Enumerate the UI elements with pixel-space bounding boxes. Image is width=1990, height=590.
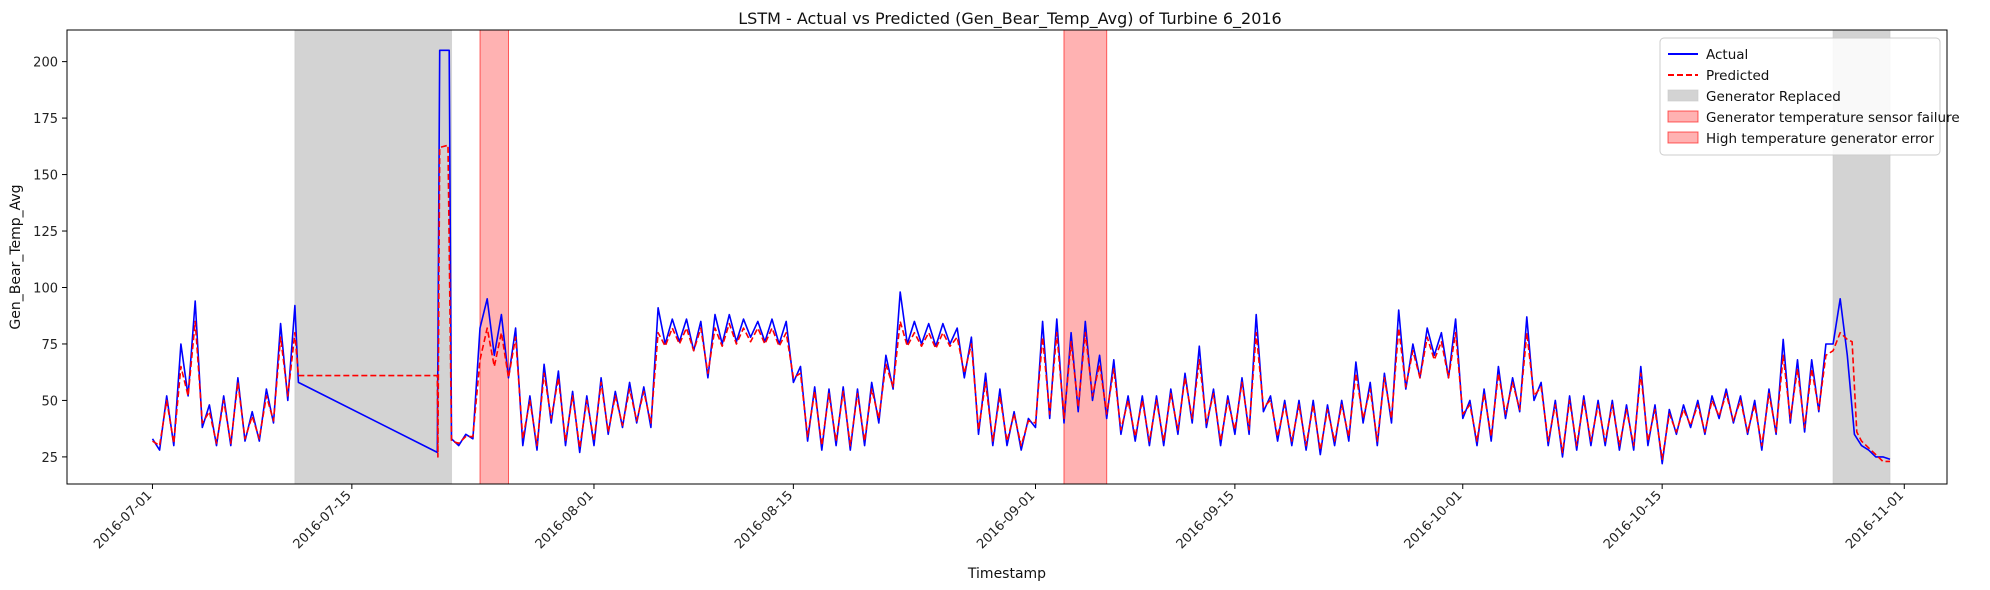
x-tick-label: 2016-11-01 bbox=[1843, 488, 1907, 552]
shaded-region-1 bbox=[479, 29, 510, 485]
y-tick-label: 200 bbox=[33, 56, 58, 71]
legend-label: Generator temperature sensor failure bbox=[1706, 110, 1960, 126]
x-tick-label: 2016-08-15 bbox=[732, 488, 796, 552]
shaded-region-2 bbox=[1063, 29, 1108, 485]
legend-swatch-patch bbox=[1667, 110, 1699, 123]
series-lines bbox=[151, 49, 1891, 465]
x-tick-label: 2016-10-15 bbox=[1601, 488, 1665, 552]
shaded-region-0 bbox=[294, 29, 453, 485]
y-tick-label: 175 bbox=[33, 112, 58, 127]
shaded-regions bbox=[294, 29, 1891, 485]
legend-swatch-patch bbox=[1667, 89, 1699, 102]
x-axis-label: Timestamp bbox=[967, 566, 1046, 582]
y-tick-label: 150 bbox=[33, 169, 58, 184]
y-tick-label: 100 bbox=[33, 281, 58, 296]
legend-label: Actual bbox=[1706, 47, 1748, 63]
legend-label: High temperature generator error bbox=[1706, 131, 1935, 147]
legend-box bbox=[1659, 37, 1941, 156]
legend-label: Predicted bbox=[1706, 68, 1769, 84]
y-axis-label: Gen_Bear_Temp_Avg bbox=[8, 184, 24, 329]
x-tick-label: 2016-10-01 bbox=[1402, 488, 1466, 552]
legend: Actual Predicted Generator Replaced Generat… bbox=[1659, 37, 1960, 156]
x-tick-label: 2016-09-01 bbox=[974, 488, 1038, 552]
y-tick-label: 75 bbox=[41, 338, 58, 353]
y-tick-label: 25 bbox=[41, 451, 58, 466]
x-tick-label: 2016-07-15 bbox=[291, 488, 355, 552]
legend-swatch-patch bbox=[1667, 131, 1699, 144]
plot-frame bbox=[66, 29, 1948, 485]
y-tick-label: 125 bbox=[33, 225, 58, 240]
series-line-predicted bbox=[152, 144, 1890, 463]
x-tick-label: 2016-07-01 bbox=[91, 488, 155, 552]
y-tick-label: 50 bbox=[41, 394, 58, 409]
x-tick-label: 2016-09-15 bbox=[1174, 488, 1238, 552]
legend-label: Generator Replaced bbox=[1706, 89, 1841, 105]
x-tick-label: 2016-08-01 bbox=[533, 488, 597, 552]
chart-title: LSTM - Actual vs Predicted (Gen_Bear_Tem… bbox=[738, 9, 1281, 29]
